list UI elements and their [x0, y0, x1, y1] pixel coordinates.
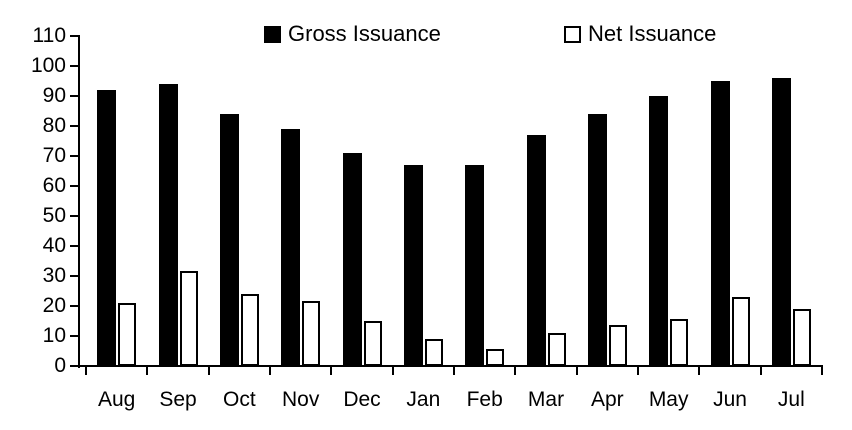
- y-tick-label: 40: [42, 234, 66, 257]
- x-category-label-nov: Nov: [281, 388, 320, 411]
- y-tick-label: 50: [42, 204, 66, 227]
- bar-gross-jul: [771, 78, 791, 366]
- bar-net-sep: [179, 271, 198, 366]
- bar-gross-feb: [465, 165, 485, 366]
- x-category-label-jan: Jan: [406, 388, 441, 411]
- bar-gross-sep: [158, 84, 178, 366]
- bar-gross-oct: [219, 114, 239, 366]
- net-issuance-legend-label: Net Issuance: [588, 21, 717, 46]
- gross-issuance-legend-label: Gross Issuance: [288, 21, 441, 46]
- y-tick-label: 80: [42, 114, 66, 137]
- bar-net-jun: [731, 297, 750, 366]
- x-tick: [759, 366, 762, 375]
- x-category-label-may: May: [648, 388, 689, 411]
- legend-item-gross-issuance: Gross Issuance: [264, 19, 441, 49]
- bar-gross-nov: [281, 129, 301, 366]
- x-category-label-oct: Oct: [222, 388, 256, 411]
- x-category-label-aug: Aug: [97, 388, 136, 411]
- x-tick: [330, 366, 333, 375]
- bar-net-feb: [486, 349, 505, 366]
- x-tick: [821, 366, 823, 375]
- y-tick-label: 90: [42, 84, 66, 107]
- bar-net-nov: [302, 301, 321, 366]
- x-tick: [514, 366, 517, 375]
- bar-gross-mar: [526, 135, 546, 366]
- x-category-label-mar: Mar: [527, 388, 565, 411]
- bar-net-jan: [424, 339, 443, 366]
- bar-gross-dec: [342, 153, 362, 366]
- y-tick-label: 110: [32, 24, 66, 47]
- y-tick-label: 100: [30, 54, 66, 77]
- bar-gross-apr: [587, 114, 607, 366]
- y-tick: [70, 155, 78, 157]
- bar-gross-jan: [403, 165, 423, 366]
- x-tick: [575, 366, 578, 375]
- bar-gross-jun: [710, 81, 730, 366]
- legend-item-net-issuance: Net Issuance: [564, 19, 716, 49]
- bar-gross-aug: [97, 90, 117, 366]
- y-tick: [70, 35, 78, 37]
- y-tick: [70, 95, 78, 97]
- bar-net-mar: [547, 333, 566, 366]
- x-tick: [207, 366, 210, 375]
- y-tick-label: 0: [54, 354, 66, 377]
- x-tick: [453, 366, 455, 375]
- y-tick-label: 60: [42, 174, 66, 197]
- y-tick: [70, 125, 78, 127]
- y-tick: [70, 215, 78, 217]
- x-category-label-jun: Jun: [713, 388, 747, 411]
- y-tick-label: 70: [42, 144, 66, 167]
- x-tick: [85, 366, 87, 375]
- y-tick: [70, 185, 78, 187]
- x-category-label-apr: Apr: [590, 388, 624, 411]
- chart-legend: Gross Issuance Net Issuance: [0, 19, 852, 49]
- net-issuance-legend-swatch-icon: [564, 25, 581, 43]
- x-category-label-jul: Jul: [777, 388, 805, 411]
- x-category-label-sep: Sep: [159, 388, 197, 411]
- y-tick: [70, 365, 78, 367]
- y-tick: [70, 245, 78, 247]
- gross-issuance-legend-swatch-icon: [264, 25, 281, 43]
- x-tick: [269, 366, 271, 375]
- x-tick: [698, 366, 701, 375]
- bar-net-oct: [240, 294, 259, 366]
- y-tick: [70, 65, 78, 67]
- y-tick: [70, 305, 78, 307]
- y-tick-label: 10: [42, 324, 66, 347]
- y-tick: [70, 335, 78, 337]
- bar-net-may: [670, 319, 689, 366]
- y-tick: [70, 275, 78, 277]
- bar-net-aug: [118, 303, 137, 366]
- y-tick-label: 20: [42, 294, 66, 317]
- bar-gross-may: [649, 96, 669, 366]
- y-tick-label: 30: [42, 264, 66, 287]
- x-tick: [637, 366, 639, 375]
- y-axis-line: [78, 35, 80, 368]
- x-category-label-dec: Dec: [343, 388, 381, 411]
- x-axis-line: [78, 365, 823, 367]
- x-tick: [391, 366, 394, 375]
- bar-net-apr: [608, 325, 627, 366]
- bar-net-jul: [792, 309, 811, 366]
- x-category-label-feb: Feb: [466, 388, 503, 411]
- x-tick: [146, 366, 149, 375]
- bar-net-dec: [363, 321, 382, 366]
